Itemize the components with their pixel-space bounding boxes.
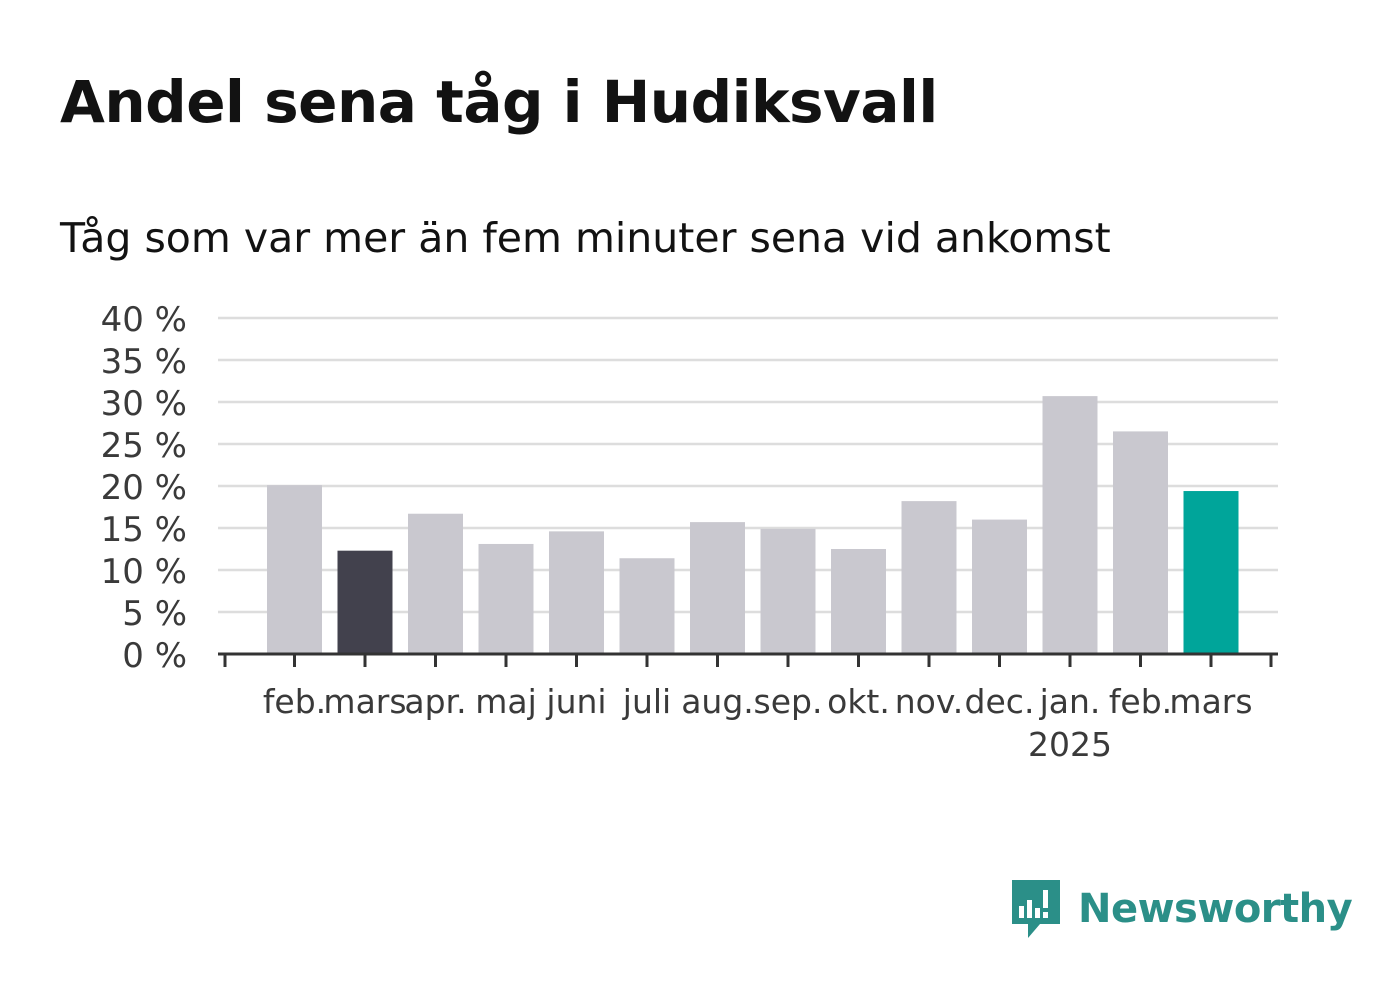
x-tick-label: maj bbox=[475, 682, 537, 721]
gridlines bbox=[218, 316, 1278, 614]
bar bbox=[1183, 491, 1239, 654]
bar bbox=[619, 558, 675, 654]
y-tick-label: 15 % bbox=[101, 510, 187, 550]
x-tick-label: juli bbox=[622, 682, 671, 721]
brand-name: Newsworthy bbox=[1078, 886, 1353, 932]
bar bbox=[337, 550, 393, 654]
chart-subtitle: Tåg som var mer än fem minuter sena vid … bbox=[60, 214, 1111, 262]
bar bbox=[267, 485, 322, 654]
x-tick-label: mars bbox=[1169, 682, 1252, 721]
x-tick-label: nov. bbox=[895, 682, 964, 721]
y-tick-label: 10 % bbox=[101, 552, 187, 592]
newsworthy-logo-icon bbox=[1012, 880, 1060, 938]
x-tick-label: aug. bbox=[681, 682, 754, 721]
y-tick-label: 40 % bbox=[101, 300, 187, 340]
x-tick-label: dec. bbox=[965, 682, 1035, 721]
bar bbox=[478, 543, 534, 654]
bar bbox=[760, 528, 816, 654]
bar bbox=[408, 513, 463, 654]
y-tick-label: 30 % bbox=[101, 384, 187, 424]
x-tick-label: okt. bbox=[827, 682, 890, 721]
x-tick-label: mars bbox=[323, 682, 406, 721]
y-tick-label: 5 % bbox=[122, 594, 187, 634]
bar bbox=[1042, 396, 1098, 654]
y-tick-label: 25 % bbox=[101, 426, 187, 466]
bar bbox=[1113, 431, 1168, 654]
y-tick-label: 35 % bbox=[101, 342, 187, 382]
x-tick-label: feb. bbox=[1109, 682, 1172, 721]
y-axis-ticks: 0 %5 %10 %15 %20 %25 %30 %35 %40 % bbox=[101, 300, 187, 676]
bar bbox=[549, 531, 604, 654]
x-tick-label: juni bbox=[545, 682, 606, 721]
bar bbox=[690, 522, 745, 654]
x-tick-label: feb. bbox=[263, 682, 326, 721]
bars bbox=[267, 396, 1239, 654]
bar bbox=[831, 549, 886, 654]
x-tick-label: sep. bbox=[754, 682, 823, 721]
x-tick-label: jan. bbox=[1039, 682, 1101, 721]
y-tick-label: 0 % bbox=[122, 636, 187, 676]
x-axis bbox=[218, 652, 1278, 667]
x-tick-label: apr. bbox=[404, 682, 466, 721]
chart-title: Andel sena tåg i Hudiksvall bbox=[60, 68, 938, 136]
bar bbox=[901, 501, 957, 654]
brand: Newsworthy bbox=[1010, 878, 1353, 940]
y-tick-label: 20 % bbox=[101, 468, 187, 508]
bar bbox=[972, 519, 1027, 654]
x-tick-sublabel: 2025 bbox=[1028, 725, 1112, 764]
